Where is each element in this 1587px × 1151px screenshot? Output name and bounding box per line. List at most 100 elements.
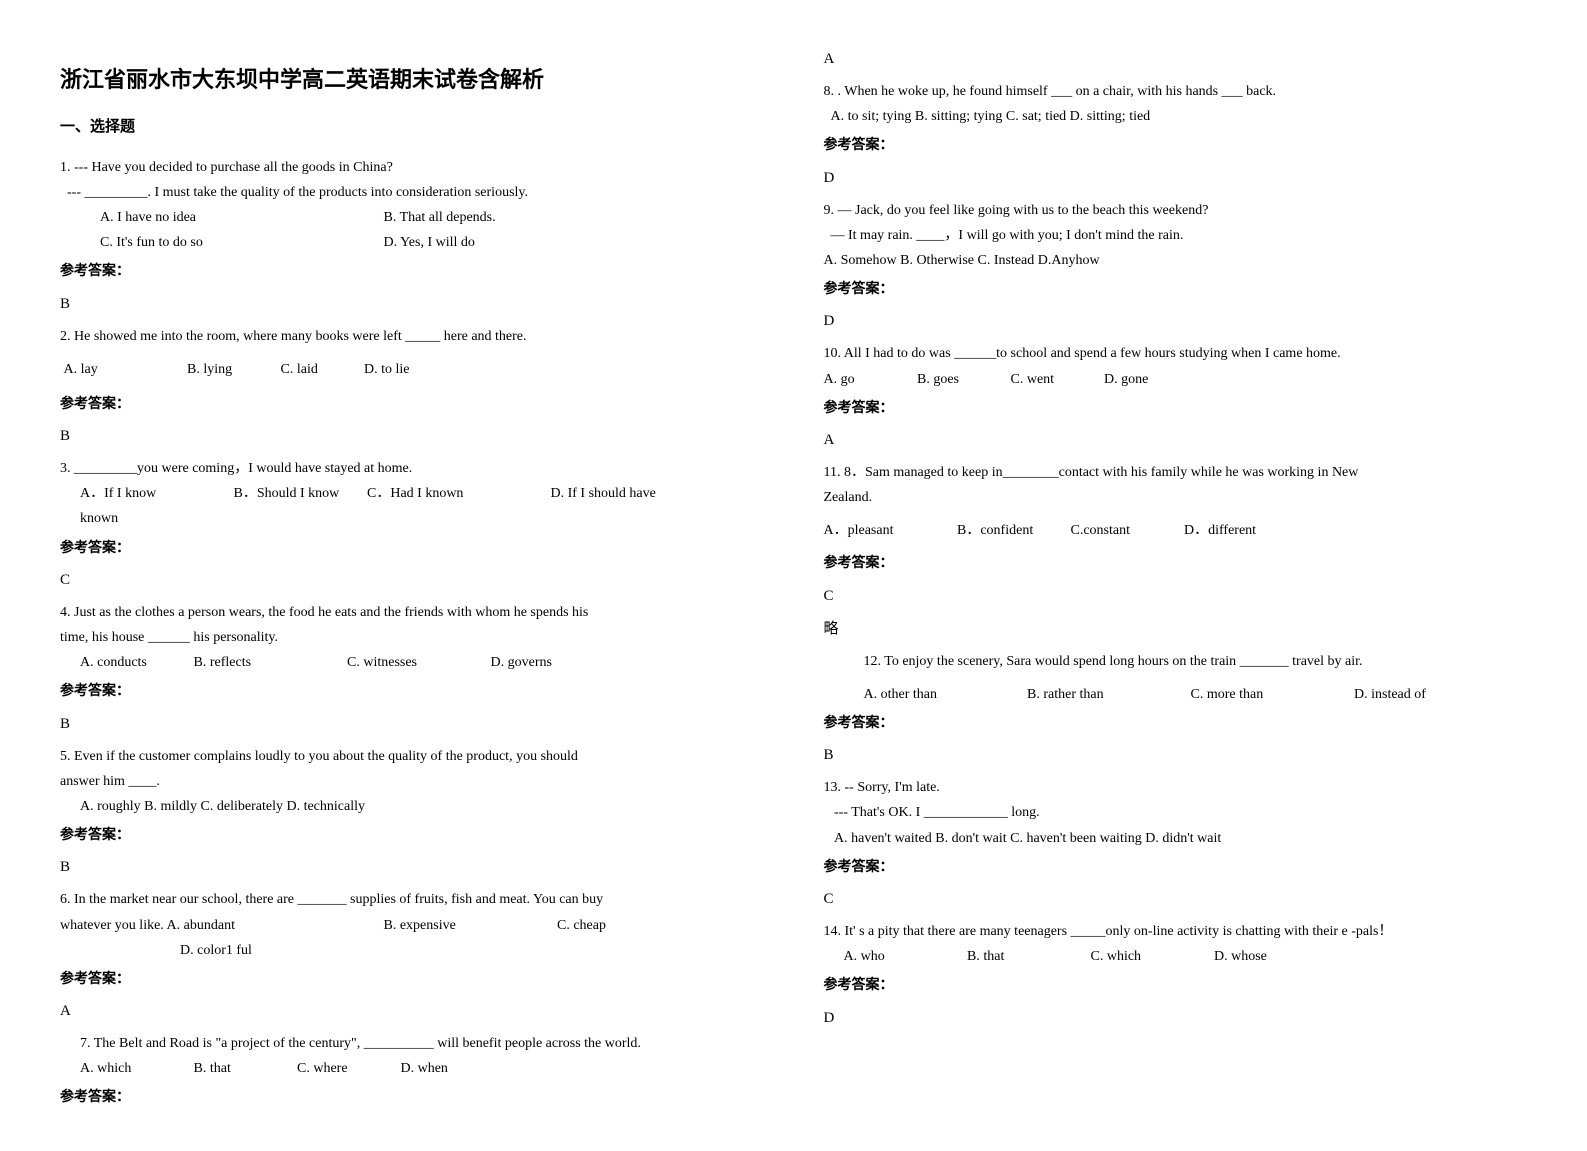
opt-d: D. governs — [491, 655, 552, 670]
q-opts: A. roughly B. mildly C. deliberately D. … — [60, 794, 764, 819]
q-line: 12. To enjoy the scenery, Sara would spe… — [864, 649, 1528, 674]
opt-b: B. lying — [187, 357, 277, 382]
q-line: 10. All I had to do was ______to school … — [824, 341, 1528, 366]
question-3: 3. _________you were coming，I would have… — [60, 456, 764, 532]
question-11: 11. 8．Sam managed to keep in________cont… — [824, 460, 1528, 544]
answer-label: 参考答案： — [60, 679, 764, 704]
opt-b: B. that — [194, 1056, 294, 1081]
opt-b: B. expensive — [384, 913, 554, 938]
q-opts: A. haven't waited B. don't wait C. haven… — [824, 826, 1528, 851]
q-line: 1. --- Have you decided to purchase all … — [60, 155, 764, 180]
q-line: 8. . When he woke up, he found himself _… — [824, 79, 1528, 104]
q-opts: A. to sit; tying B. sitting; tying C. sa… — [824, 104, 1528, 129]
q-opts: A. which B. that C. where D. when — [60, 1056, 764, 1081]
opt-b: B. reflects — [194, 650, 344, 675]
answer: D — [824, 308, 1528, 335]
opt-d: D．different — [1184, 523, 1256, 538]
q-opts: A. Somehow B. Otherwise C. Instead D.Any… — [824, 248, 1528, 273]
answer: B — [824, 742, 1528, 769]
q-opts: A. who B. that C. which D. whose — [824, 944, 1528, 969]
left-column: 浙江省丽水市大东坝中学高二英语期末试卷含解析 一、选择题 1. --- Have… — [60, 40, 764, 1111]
answer: A — [60, 998, 764, 1025]
opt-a: A. conducts — [80, 650, 190, 675]
opt-a: A．If I know — [80, 481, 230, 506]
opt-a: A. I have no idea — [100, 205, 380, 230]
q-opts: A. lay B. lying C. laid D. to lie — [60, 357, 764, 382]
answer: B — [60, 854, 764, 881]
opt-c: C. went — [1011, 367, 1101, 392]
opt-c: C. which — [1091, 944, 1211, 969]
q-line: 5. Even if the customer complains loudly… — [60, 744, 764, 769]
opt-a: A. other than — [864, 682, 1024, 707]
q-line: --- That's OK. I ____________ long. — [824, 800, 1528, 825]
answer-label: 参考答案： — [60, 823, 764, 848]
opt-d-cont: known — [60, 506, 764, 531]
opt-d: D. to lie — [364, 362, 410, 377]
answer-label: 参考答案： — [824, 551, 1528, 576]
opt-d: D. Yes, I will do — [384, 235, 475, 250]
opt-c: C. cheap — [557, 918, 606, 933]
opt-b: B. That all depends. — [384, 210, 496, 225]
opt-d: D. whose — [1214, 949, 1267, 964]
opt-c: C.constant — [1071, 518, 1181, 543]
question-8: 8. . When he woke up, he found himself _… — [824, 79, 1528, 129]
answer-label: 参考答案： — [824, 711, 1528, 736]
question-5: 5. Even if the customer complains loudly… — [60, 744, 764, 820]
opt-b: B. rather than — [1027, 682, 1187, 707]
opt-a: A. which — [80, 1056, 190, 1081]
answer-label: 参考答案： — [824, 855, 1528, 880]
answer: D — [824, 165, 1528, 192]
q-line: 11. 8．Sam managed to keep in________cont… — [824, 460, 1528, 485]
question-7: 7. The Belt and Road is "a project of th… — [60, 1031, 764, 1081]
q-line: 9. — Jack, do you feel like going with u… — [824, 198, 1528, 223]
question-12: 12. To enjoy the scenery, Sara would spe… — [824, 649, 1528, 707]
opt-c: C. more than — [1191, 682, 1351, 707]
q-line: 3. _________you were coming，I would have… — [60, 456, 764, 481]
answer-label: 参考答案： — [60, 1085, 764, 1110]
question-13: 13. -- Sorry, I'm late. --- That's OK. I… — [824, 775, 1528, 851]
question-14: 14. It' s a pity that there are many tee… — [824, 919, 1528, 969]
q-opts: C. It's fun to do so D. Yes, I will do — [60, 230, 764, 255]
answer: D — [824, 1005, 1528, 1032]
answer-label: 参考答案： — [60, 259, 764, 284]
answer: A — [824, 427, 1528, 454]
question-1: 1. --- Have you decided to purchase all … — [60, 155, 764, 256]
q-line: answer him ____. — [60, 769, 764, 794]
answer-label: 参考答案： — [824, 133, 1528, 158]
answer-label: 参考答案： — [60, 392, 764, 417]
q-line: 6. In the market near our school, there … — [60, 887, 764, 912]
opt-b: B. that — [967, 944, 1087, 969]
answer-label: 参考答案： — [824, 396, 1528, 421]
answer: A — [824, 46, 1528, 73]
right-column: A 8. . When he woke up, he found himself… — [824, 40, 1528, 1111]
question-6: 6. In the market near our school, there … — [60, 887, 764, 963]
answer-label: 参考答案： — [60, 967, 764, 992]
opt-b: B．Should I know — [234, 481, 364, 506]
q-line: --- _________. I must take the quality o… — [60, 180, 764, 205]
q-line: — It may rain. ____，I will go with you; … — [824, 223, 1528, 248]
opt-c: C. laid — [281, 357, 361, 382]
opt-d: D. gone — [1104, 372, 1148, 387]
answer: C — [824, 583, 1528, 610]
answer: C — [824, 886, 1528, 913]
answer-label: 参考答案： — [824, 277, 1528, 302]
q-line: Zealand. — [824, 485, 1528, 510]
q-line: 7. The Belt and Road is "a project of th… — [60, 1031, 764, 1056]
question-9: 9. — Jack, do you feel like going with u… — [824, 198, 1528, 274]
opt-a: A. who — [844, 944, 964, 969]
opt-a: A. lay — [64, 357, 184, 382]
q-line: 13. -- Sorry, I'm late. — [824, 775, 1528, 800]
lue: 略 — [824, 616, 1528, 643]
answer-label: 参考答案： — [824, 973, 1528, 998]
section-heading: 一、选择题 — [60, 114, 764, 141]
q-opts: A. go B. goes C. went D. gone — [824, 367, 1528, 392]
opt-c: C．Had I known — [367, 481, 547, 506]
answer: B — [60, 711, 764, 738]
q-line: time, his house ______ his personality. — [60, 625, 764, 650]
q-opts: A. conducts B. reflects C. witnesses D. … — [60, 650, 764, 675]
opt-d: D. when — [401, 1061, 448, 1076]
opt-d: D. instead of — [1354, 687, 1426, 702]
q-line: 14. It' s a pity that there are many tee… — [824, 919, 1528, 944]
page-title: 浙江省丽水市大东坝中学高二英语期末试卷含解析 — [60, 60, 764, 100]
question-2: 2. He showed me into the room, where man… — [60, 324, 764, 382]
